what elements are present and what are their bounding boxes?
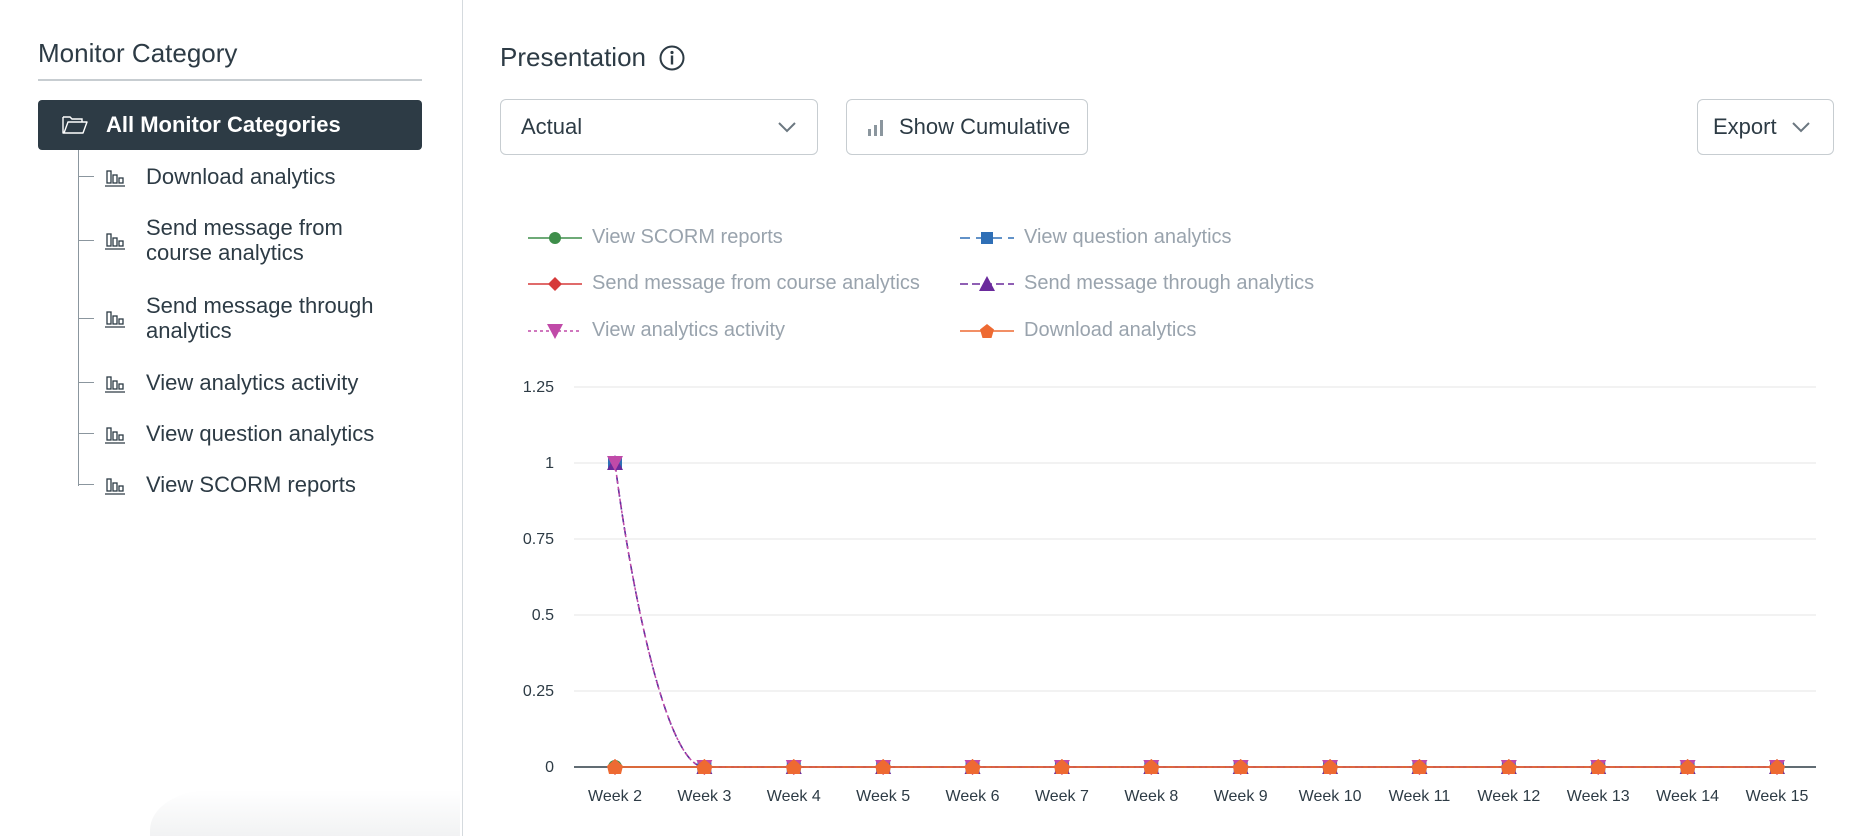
data-point-download-analytics <box>1232 759 1249 774</box>
all-monitor-categories-item[interactable]: All Monitor Categories <box>38 100 422 150</box>
sidebar-item-send-message-through-analytics[interactable]: Send message through analytics <box>78 293 418 343</box>
y-tick-label: 0 <box>545 759 554 776</box>
data-point-download-analytics <box>785 759 802 774</box>
data-point-download-analytics <box>1143 759 1160 774</box>
x-tick-label: Week 11 <box>1389 788 1451 805</box>
data-point-download-analytics <box>696 759 713 774</box>
sidebar-title: Monitor Category <box>38 38 238 68</box>
data-point-download-analytics <box>1053 759 1070 774</box>
presentation-select-value: Actual <box>521 114 583 139</box>
x-tick-label: Week 13 <box>1567 788 1630 805</box>
folder-open-icon <box>62 116 88 134</box>
x-tick-label: Week 14 <box>1656 788 1719 805</box>
sidebar-item-label: View question analytics <box>146 421 375 446</box>
y-tick-label: 0.25 <box>523 683 554 700</box>
legend-label: Send message from course analytics <box>592 272 920 294</box>
sidebar-item-download-analytics[interactable]: Download analytics <box>78 164 418 189</box>
export-label: Export <box>1713 114 1777 139</box>
legend-circle-marker-icon <box>528 231 582 244</box>
y-tick-label: 0.5 <box>532 607 554 624</box>
y-tick-label: 0.75 <box>523 531 554 548</box>
legend-label: View SCORM reports <box>592 226 783 248</box>
data-point-download-analytics <box>1769 759 1785 774</box>
sidebar-divider <box>38 79 422 81</box>
sidebar-item-label: Download analytics <box>146 164 336 189</box>
bar-chart-icon <box>105 477 125 495</box>
legend-item-view-scorm-reports[interactable]: View SCORM reports <box>528 226 783 249</box>
bottom-shadow <box>150 790 460 836</box>
legend-item-send-message-through-analytics[interactable]: Send message through analytics <box>960 272 1314 295</box>
show-cumulative-label: Show Cumulative <box>899 114 1071 139</box>
data-point-download-analytics <box>1679 759 1696 774</box>
x-tick-label: Week 9 <box>1214 788 1268 805</box>
legend-triangle-down-marker-icon <box>528 323 582 339</box>
legend-square-marker-icon <box>960 231 1014 244</box>
data-point-download-analytics <box>1500 759 1517 774</box>
x-tick-label: Week 12 <box>1477 788 1540 805</box>
bar-chart-icon <box>868 120 883 136</box>
chevron-down-icon <box>1791 122 1810 133</box>
data-point-download-analytics <box>1411 759 1428 774</box>
legend-item-view-question-analytics[interactable]: View question analytics <box>960 226 1232 249</box>
sidebar-item-send-message-from-course-analytics[interactable]: Send message from course analytics <box>78 215 418 265</box>
bar-chart-icon <box>105 233 125 250</box>
presentation-select[interactable]: Actual <box>500 99 818 155</box>
legend-label: View question analytics <box>1024 226 1232 248</box>
x-tick-label: Week 15 <box>1746 788 1809 805</box>
legend-label: View analytics activity <box>592 319 786 341</box>
bar-chart-icon <box>105 311 125 328</box>
sidebar-item-view-scorm-reports[interactable]: View SCORM reports <box>78 472 418 497</box>
sidebar-item-label: Send message through analytics <box>146 293 374 343</box>
sidebar-item-label: View analytics activity <box>146 370 359 395</box>
all-monitor-categories-label: All Monitor Categories <box>106 112 341 137</box>
sidebar-item-label: View SCORM reports <box>146 472 356 497</box>
x-tick-label: Week 2 <box>588 788 642 805</box>
y-tick-label: 1 <box>545 455 554 472</box>
x-tick-label: Week 3 <box>677 788 731 805</box>
page-title: Presentation <box>500 42 686 73</box>
legend-item-download-analytics[interactable]: Download analytics <box>960 319 1196 342</box>
chevron-down-icon <box>778 122 796 133</box>
legend-diamond-marker-icon <box>528 276 582 291</box>
line-chart: 0 0.25 0.5 0.75 1 1.25 Week 2 Week 3 Week 4 Week … <box>523 379 1816 805</box>
legend-pentagon-marker-icon <box>960 323 1014 338</box>
x-tick-label: Week 7 <box>1035 788 1089 805</box>
x-tick-label: Week 6 <box>946 788 1000 805</box>
x-tick-label: Week 8 <box>1124 788 1178 805</box>
legend-item-view-analytics-activity[interactable]: View analytics activity <box>528 319 785 342</box>
legend-label: Download analytics <box>1024 319 1197 341</box>
bar-chart-icon <box>105 375 125 393</box>
legend-triangle-marker-icon <box>960 275 1014 291</box>
x-tick-label: Week 10 <box>1299 788 1362 805</box>
data-point-download-analytics <box>1590 759 1607 774</box>
page-title-text: Presentation <box>500 42 646 72</box>
info-icon[interactable] <box>658 44 686 72</box>
data-point-download-analytics <box>875 759 892 774</box>
sidebar-item-view-analytics-activity[interactable]: View analytics activity <box>78 370 418 395</box>
sidebar-item-view-question-analytics[interactable]: View question analytics <box>78 421 418 446</box>
export-button[interactable]: Export <box>1697 99 1834 155</box>
x-tick-label: Week 4 <box>767 788 821 805</box>
bar-chart-icon <box>105 169 125 187</box>
y-tick-label: 1.25 <box>523 379 554 396</box>
series-line-view-analytics-activity <box>614 462 1777 768</box>
bar-chart-icon <box>105 426 125 444</box>
sidebar: Monitor Category All Monitor Categories … <box>0 0 463 836</box>
legend-label: Send message through analytics <box>1024 272 1315 294</box>
data-point-download-analytics <box>607 759 623 774</box>
data-point-download-analytics <box>964 759 981 774</box>
x-tick-label: Week 5 <box>856 788 910 805</box>
data-point-download-analytics <box>1322 759 1339 774</box>
sidebar-item-label: Send message from course analytics <box>146 215 343 265</box>
show-cumulative-button[interactable]: Show Cumulative <box>846 99 1088 155</box>
legend-item-send-message-from-course-analytics[interactable]: Send message from course analytics <box>528 272 920 295</box>
data-point-view-analytics-activity <box>607 456 623 471</box>
